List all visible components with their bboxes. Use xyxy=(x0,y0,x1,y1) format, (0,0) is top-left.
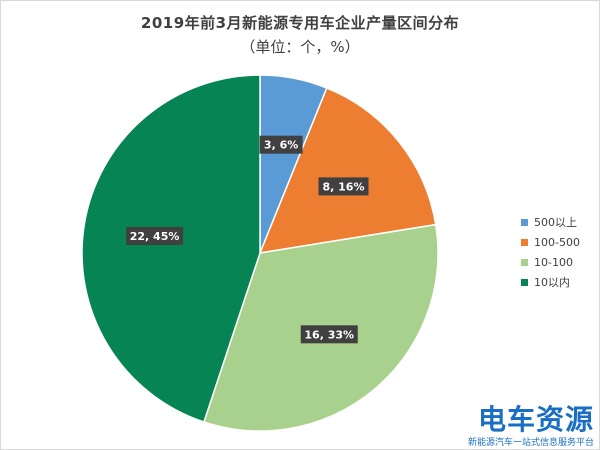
legend-label: 100-500 xyxy=(534,235,580,249)
data-label-500-plus: 3, 6% xyxy=(259,135,303,154)
data-label-under-10: 22, 45% xyxy=(126,226,184,245)
watermark-tagline: 新能源汽车一站式信息服务平台 xyxy=(467,438,594,448)
data-label-text: 3, 6% xyxy=(264,139,298,152)
legend-item-10-100: 10-100 xyxy=(521,252,580,272)
legend: 500以上 100-500 10-100 10以内 xyxy=(521,212,580,292)
legend-swatch xyxy=(521,238,528,246)
data-label-text: 16, 33% xyxy=(304,328,354,341)
data-label-box xyxy=(318,177,369,196)
data-label-box xyxy=(300,325,358,344)
data-label-10-100: 16, 33% xyxy=(300,325,358,344)
pie-slice-100-500 xyxy=(258,87,437,254)
chart-subtitle: （单位：个，%） xyxy=(240,38,360,56)
data-label-box xyxy=(126,226,184,245)
data-label-100-500: 8, 16% xyxy=(318,177,369,196)
legend-swatch xyxy=(521,218,528,226)
watermark-logo: 电车资源 新能源汽车一站式信息服务平台 xyxy=(450,398,598,448)
legend-swatch xyxy=(521,278,528,286)
legend-label: 10-100 xyxy=(534,255,573,269)
legend-item-500-plus: 500以上 xyxy=(521,212,580,232)
legend-swatch xyxy=(521,258,528,266)
legend-item-under-10: 10以内 xyxy=(521,272,580,292)
data-label-text: 22, 45% xyxy=(130,230,180,243)
watermark-logo-text: 电车资源 xyxy=(477,403,594,436)
pie-slice-under-10 xyxy=(81,74,261,423)
data-label-text: 8, 16% xyxy=(322,180,364,193)
legend-label: 10以内 xyxy=(534,276,570,289)
data-label-box xyxy=(259,135,303,154)
legend-item-100-500: 100-500 xyxy=(521,232,580,252)
legend-label: 500以上 xyxy=(534,216,577,229)
chart-title: 2019年前3月新能源专用车企业产量区间分布 xyxy=(140,14,460,32)
